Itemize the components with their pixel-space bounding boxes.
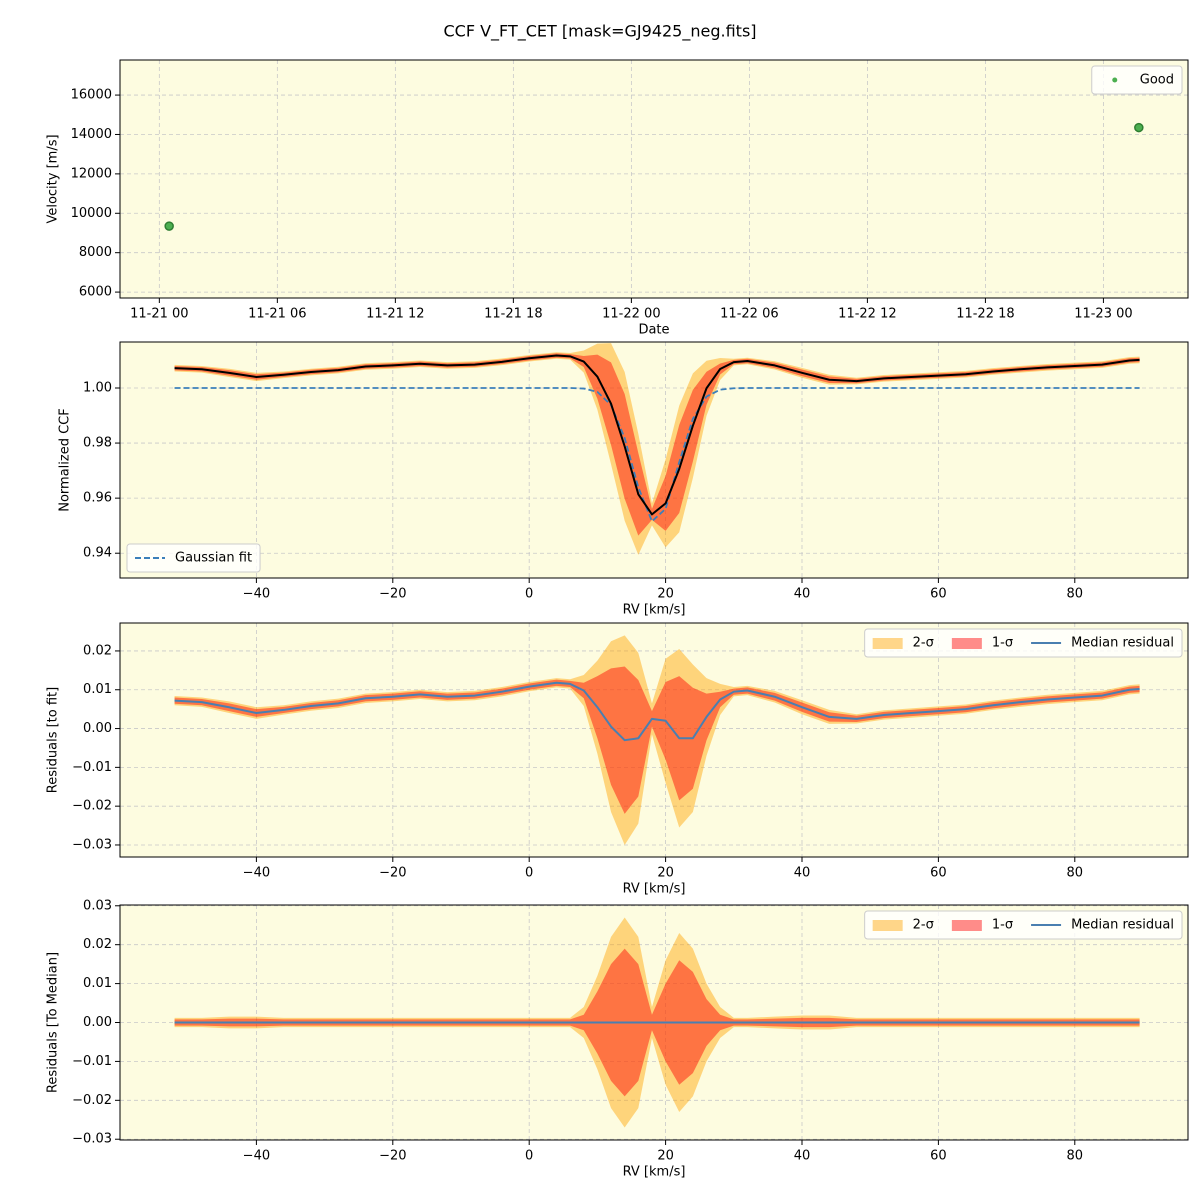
x-tick-label: 11-22 06 [720,307,778,322]
x-tick-label: 11-21 12 [366,307,424,322]
x-tick-label: 20 [657,866,674,881]
y-tick-label: 0.03 [83,898,112,913]
x-tick-label: 11-22 00 [602,307,660,322]
y-tick-label: 0.98 [83,436,112,451]
y-tick-label: 16000 [71,88,112,103]
x-tick-label: 40 [794,1149,811,1164]
x-tick-label: 20 [657,1149,674,1164]
legend-box [864,628,1183,658]
legend-label: Median residual [1071,918,1174,933]
x-tick-label: 40 [794,866,811,881]
line [174,354,1140,516]
x-axis-label: RV [km/s] [623,603,686,618]
x-axis-label: Date [638,323,669,338]
axes-frame [119,904,1189,1141]
x-tick-label: 11-21 18 [484,307,542,322]
legend-marker [1112,77,1118,83]
x-tick-label: −40 [243,866,270,881]
legend-label: 2-σ [913,918,934,933]
x-axis-label: RV [km/s] [623,882,686,897]
y-tick-label: −0.02 [72,799,112,814]
y-tick-label: 0.00 [83,721,112,736]
plot-area [120,623,1188,857]
axes-frame [119,59,1189,299]
data-point [1134,122,1144,133]
legend-swatch [951,638,982,649]
x-tick-label: 11-21 06 [248,307,306,322]
legend: 2-σ 1-σ Median residual [864,628,1183,658]
y-axis-label: Velocity [m/s] [46,134,61,223]
y-tick-label: 0.01 [83,976,112,991]
y-tick-label: 10000 [71,206,112,221]
y-tick-label: −0.03 [72,1132,112,1147]
band [174,353,1140,536]
y-tick-label: 0.02 [83,937,112,952]
x-tick-label: 0 [525,587,533,602]
x-tick-label: 60 [930,866,947,881]
y-tick-label: 0.01 [83,682,112,697]
y-tick-label: 0.94 [83,546,112,561]
x-tick-label: 80 [1067,1149,1084,1164]
plot-area [120,60,1188,298]
x-tick-label: −40 [243,1149,270,1164]
line [174,681,1140,742]
y-tick-label: −0.03 [72,837,112,852]
x-tick-label: −20 [379,866,406,881]
band [174,343,1140,555]
y-tick-label: 0.02 [83,643,112,658]
legend-label: Good [1140,73,1174,88]
x-tick-label: 20 [657,587,674,602]
y-tick-label: −0.02 [72,1093,112,1108]
plot-area [120,342,1188,578]
legend-swatch [872,638,903,649]
x-tick-label: 11-22 12 [838,307,896,322]
axes-frame [119,341,1189,579]
x-tick-label: −20 [379,587,406,602]
y-tick-label: 6000 [79,285,112,300]
y-tick-label: 0.96 [83,491,112,506]
data-point [164,221,174,231]
x-tick-label: 0 [525,1149,533,1164]
legend-label: Median residual [1071,636,1174,651]
y-tick-label: 14000 [71,127,112,142]
x-tick-label: 60 [930,1149,947,1164]
y-axis-label: Residuals [to fit] [46,687,61,793]
x-tick-label: 40 [794,587,811,602]
y-axis-label: Normalized CCF [58,408,73,512]
legend: Gaussian fit [126,543,261,573]
figure-title: CCF V_FT_CET [mask=GJ9425_neg.fits] [443,22,756,42]
y-tick-label: −0.01 [72,1054,112,1069]
y-tick-label: 12000 [71,166,112,181]
x-tick-label: 80 [1067,866,1084,881]
legend-swatch [951,920,982,931]
x-tick-label: 0 [525,866,533,881]
y-tick-label: 8000 [79,245,112,260]
legend: 2-σ 1-σ Median residual [864,910,1183,940]
y-tick-label: 0.00 [83,1015,112,1030]
legend: Good [1091,65,1183,95]
legend-box [1091,65,1183,95]
legend-label: 1-σ [992,918,1013,933]
legend-label: 2-σ [913,636,934,651]
legend-label: Gaussian fit [175,551,252,566]
legend-swatch [872,920,903,931]
legend-label: 1-σ [992,636,1013,651]
x-axis-label: RV [km/s] [623,1165,686,1180]
x-tick-label: 11-23 00 [1074,307,1132,322]
y-tick-label: −0.01 [72,760,112,775]
y-axis-label: Residuals [To Median] [46,952,61,1093]
y-tick-label: 1.00 [83,380,112,395]
x-tick-label: 11-21 00 [130,307,188,322]
x-tick-label: 60 [930,587,947,602]
x-tick-label: 11-22 18 [956,307,1014,322]
x-tick-label: −20 [379,1149,406,1164]
x-tick-label: −40 [243,587,270,602]
band [174,635,1140,845]
legend-box [126,543,261,573]
legend-box [864,910,1183,940]
x-tick-label: 80 [1067,587,1084,602]
axes-frame [119,622,1189,858]
